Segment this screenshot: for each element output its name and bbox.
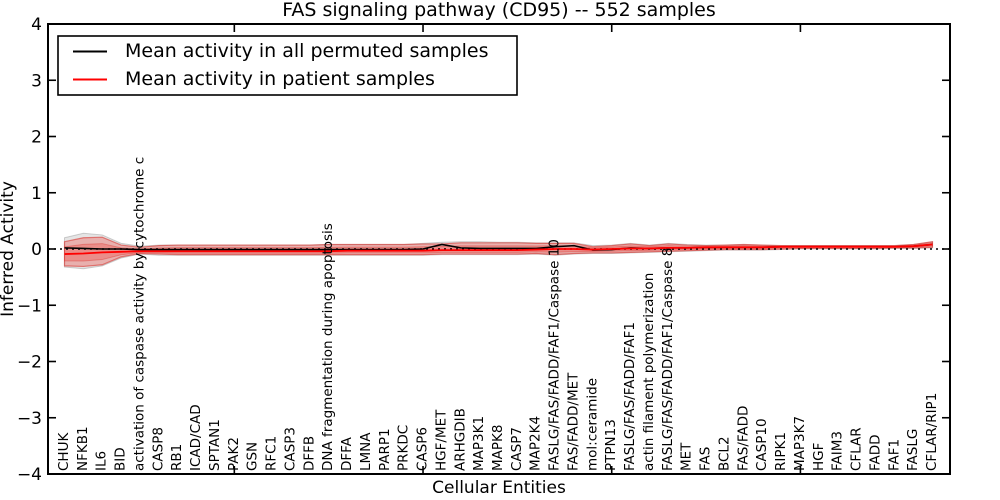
y-tick-label: 4 (31, 15, 42, 35)
legend-box (57, 35, 518, 96)
y-tick-label: −4 (17, 465, 42, 485)
plot-frame (47, 23, 951, 475)
entity-tick-label: actin filament polymerization (641, 273, 657, 471)
y-tick-label: 3 (31, 71, 42, 91)
entity-tick-label: ARHGDIB (452, 408, 468, 471)
entity-tick-label: FAIM3 (830, 431, 846, 471)
patient-band-outer (63, 236, 934, 268)
entity-tick-label: PRKDC (396, 425, 412, 471)
entity-tick-label: SPTAN1 (207, 419, 223, 471)
entity-tick-label: FADD (867, 434, 883, 471)
entity-tick-label: FASLG/FAS/FADD/FAF1 (622, 322, 638, 471)
entity-tick-label: FAS/FADD (735, 406, 751, 471)
entity-tick-label: RFC1 (264, 436, 280, 471)
entity-tick-label: MET (679, 442, 695, 471)
entity-tick-label: CFLAR/RIP1 (924, 393, 940, 471)
entity-tick-label: CASP10 (754, 418, 770, 471)
entity-tick-label: FASLG/FAS/FADD/FAF1/Caspase 10 (547, 239, 563, 471)
entity-tick-label: CASP3 (282, 427, 298, 471)
entity-tick-label: MAP3K1 (471, 416, 487, 471)
entity-tick-label: PARP1 (377, 428, 393, 471)
legend: Mean activity in all permuted samples Me… (57, 35, 518, 96)
entity-tick-label: FASLG/FAS/FADD/FAF1/Caspase 8 (660, 248, 676, 471)
entity-tick-label: MAP3K7 (792, 416, 808, 471)
entity-tick-label: LMNA (358, 432, 374, 471)
entity-tick-label: RIPK1 (773, 432, 789, 471)
entity-tick-label: FAS/FADD/MET (565, 372, 581, 471)
entity-tick-label: CHUK (56, 432, 72, 471)
entity-tick-label: BID (113, 447, 129, 471)
y-axis-label: Inferred Activity (0, 181, 18, 317)
entity-tick-label: ICAD/CAD (188, 404, 204, 471)
y-tick-label: −3 (17, 409, 42, 429)
entity-tick-label: FAF1 (886, 439, 902, 471)
entity-tick-label: DNA fragmentation during apoptosis (320, 223, 336, 471)
legend-label-permuted: Mean activity in all permuted samples (125, 40, 488, 62)
entity-tick-label: HGF (811, 443, 827, 471)
entity-tick-label: GSN (245, 442, 261, 471)
y-tick-label: 1 (31, 184, 42, 204)
y-tick-label: −1 (17, 296, 42, 316)
chart-title: FAS signaling pathway (CD95) -- 552 samp… (282, 0, 716, 21)
plot-area: 4 3 2 1 0 −1 −2 −3 −4 CHUK NFKB1 IL6 BID activation o… (17, 15, 950, 485)
legend-label-patient: Mean activity in patient samples (125, 68, 435, 90)
entity-tick-label: FAS (698, 447, 714, 471)
entity-tick-label: DFFB (301, 436, 317, 471)
entity-tick-label: PTPN13 (603, 419, 619, 471)
entity-tick-label: BCL2 (716, 436, 732, 471)
entity-tick-label: MAPK8 (490, 425, 506, 471)
entity-tick-label: CASP6 (415, 427, 431, 471)
y-tick-label: 0 (31, 240, 42, 260)
entity-tick-label: activation of caspase activity by cytoch… (131, 157, 147, 471)
entity-tick-label: DFFA (339, 436, 355, 471)
x-axis-label: Cellular Entities (432, 478, 566, 498)
y-tick-label: −2 (17, 353, 42, 373)
entity-tick-label: IL6 (94, 451, 110, 471)
entity-tick-label: FASLG (905, 429, 921, 471)
entity-tick-label: CASP7 (509, 427, 525, 471)
entity-tick-label: mol:ceramide (584, 378, 600, 471)
entity-tick-label: HGF/MET (433, 409, 449, 471)
patient-mean-line (64, 243, 933, 255)
entity-tick-label: NFKB1 (75, 426, 91, 471)
entity-tick-label: PAK2 (226, 437, 242, 471)
y-tick-label: 2 (31, 128, 42, 148)
entity-tick-label: RB1 (169, 444, 185, 471)
entity-tick-label: CFLAR (849, 427, 865, 471)
entity-tick-label: MAP2K4 (528, 416, 544, 471)
entity-tick-label: CASP8 (150, 427, 166, 471)
